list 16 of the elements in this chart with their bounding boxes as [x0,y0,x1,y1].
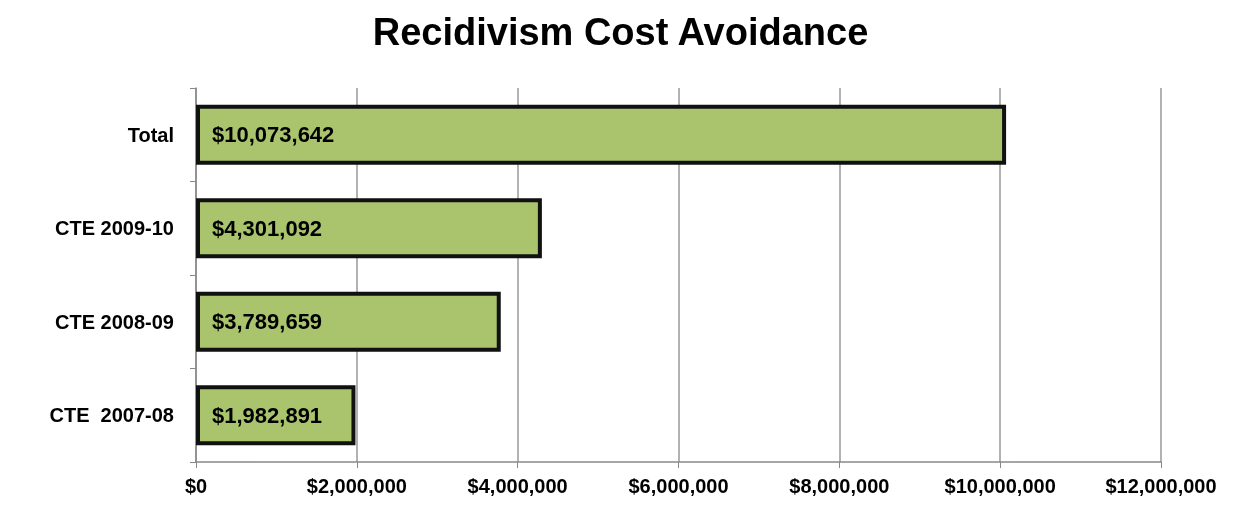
data-label: $1,982,891 [212,402,323,428]
x-tick-label: $4,000,000 [467,475,568,497]
data-label: $3,789,659 [212,309,323,335]
y-tick-label: CTE 2008-09 [55,310,174,333]
data-label: $4,301,092 [212,215,323,241]
x-tick-label: $12,000,000 [1105,475,1217,497]
y-tick-label: CTE 2007-08 [49,404,174,427]
x-tick-label: $10,000,000 [944,475,1056,497]
x-tick-label: $6,000,000 [628,475,729,497]
x-tick-label: $0 [184,475,208,497]
x-tick-label: $8,000,000 [789,475,890,497]
x-tick-label: $2,000,000 [306,475,407,497]
data-label: $10,073,642 [212,122,335,148]
y-tick-label: CTE 2009-10 [55,217,174,240]
chart-title: Recidivism Cost Avoidance [372,11,869,53]
y-tick-label: Total [127,123,174,146]
